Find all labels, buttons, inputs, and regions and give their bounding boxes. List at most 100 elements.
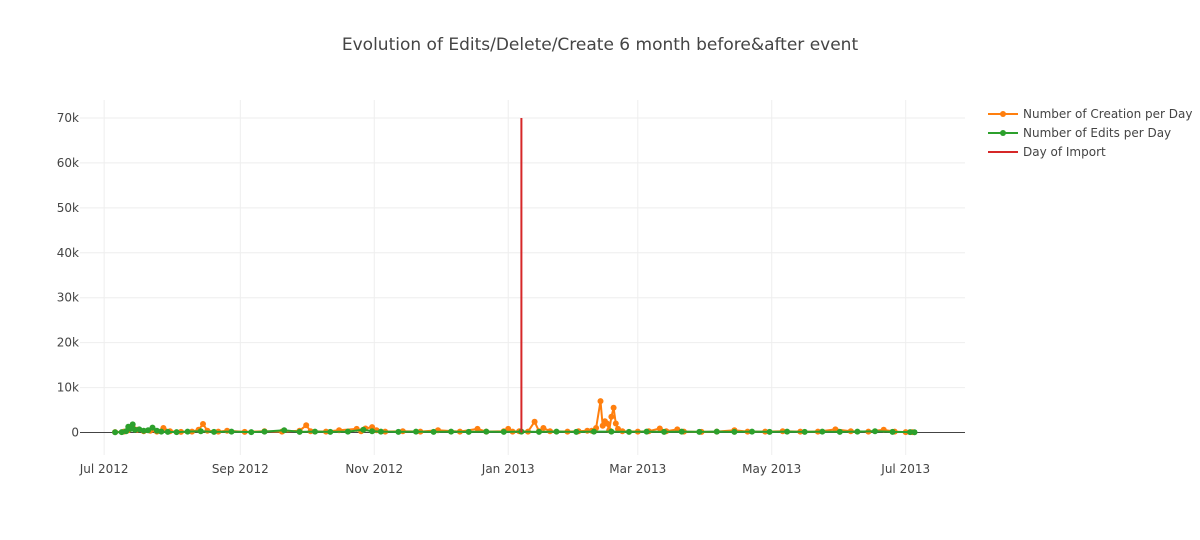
legend-swatch-marker [1000,130,1006,136]
data-point[interactable] [911,429,918,436]
data-point[interactable] [604,420,610,427]
data-point[interactable] [643,428,650,435]
data-point[interactable] [610,404,617,411]
data-point[interactable] [608,413,615,420]
data-point[interactable] [377,428,384,435]
data-point[interactable] [123,428,130,435]
data-point[interactable] [661,428,668,435]
data-point[interactable] [784,428,791,435]
series-1 [112,421,918,436]
y-axis: 0 10k 20k 30k 40k 50k 60k 70k [57,111,79,440]
series-line [115,400,913,434]
data-point[interactable] [369,424,376,431]
data-point[interactable] [281,427,288,434]
data-point[interactable] [483,428,490,435]
data-point[interactable] [360,426,367,433]
data-point[interactable] [149,424,156,431]
data-point[interactable] [656,425,663,432]
data-point[interactable] [872,428,878,435]
data-point[interactable] [197,428,204,435]
legend: Number of Creation per Day Number of Edit… [988,107,1192,159]
data-point[interactable] [448,428,455,435]
data-point[interactable] [553,428,560,435]
data-point[interactable] [112,429,119,436]
y-tick-label: 40k [57,246,79,260]
legend-item[interactable]: Number of Creation per Day [988,107,1192,121]
x-axis: Jul 2012 Sep 2012 Nov 2012 Jan 2013 Mar 2013… [79,462,930,476]
x-tick-label: Mar 2013 [609,462,666,476]
legend-swatch-marker [1000,111,1006,117]
data-point[interactable] [312,428,318,435]
data-point[interactable] [228,428,235,435]
data-point[interactable] [573,428,580,435]
data-point[interactable] [211,428,217,435]
data-point[interactable] [369,428,376,435]
data-point[interactable] [713,428,720,435]
legend-item[interactable]: Day of Import [988,145,1106,159]
data-point[interactable] [131,426,138,433]
grid-layer [80,100,965,455]
y-tick-label: 20k [57,336,79,350]
data-point[interactable] [261,428,268,435]
data-point[interactable] [626,428,632,435]
chart-title: Evolution of Edits/Delete/Create 6 month… [342,35,859,55]
y-tick-label: 60k [57,156,79,170]
data-point[interactable] [344,428,351,435]
x-tick-label: Sep 2012 [212,462,269,476]
y-tick-label: 70k [57,111,79,125]
data-point[interactable] [158,428,165,435]
data-point[interactable] [612,420,619,427]
y-tick-label: 10k [57,381,79,395]
legend-label: Day of Import [1023,145,1106,159]
data-point[interactable] [854,428,861,435]
data-point[interactable] [500,428,507,435]
data-point[interactable] [889,428,896,435]
data-point[interactable] [140,427,147,434]
legend-item[interactable]: Number of Edits per Day [988,126,1171,140]
data-point[interactable] [615,425,621,432]
data-point[interactable] [413,428,419,435]
data-point[interactable] [327,428,334,435]
data-point[interactable] [590,428,597,435]
data-point[interactable] [531,418,538,425]
data-point[interactable] [678,428,685,435]
x-tick-label: Jul 2013 [880,462,930,476]
y-tick-label: 0 [71,426,79,440]
data-point[interactable] [129,421,136,428]
plot-area [112,118,918,436]
data-point[interactable] [296,428,303,435]
data-point[interactable] [731,428,738,435]
data-point[interactable] [145,427,152,434]
data-point[interactable] [184,428,191,435]
data-point[interactable] [505,425,512,432]
data-point[interactable] [395,428,402,435]
series-line [115,423,915,434]
data-point[interactable] [430,428,437,435]
x-tick-label: May 2013 [742,462,801,476]
data-point[interactable] [200,421,206,427]
x-tick-label: Jan 2013 [481,462,535,476]
legend-label: Number of Creation per Day [1023,107,1192,121]
data-point[interactable] [819,428,826,435]
data-point[interactable] [749,428,755,435]
data-point[interactable] [597,398,604,405]
data-point[interactable] [696,428,703,435]
data-point[interactable] [164,428,171,435]
legend-label: Number of Edits per Day [1023,126,1171,140]
data-point[interactable] [540,425,547,431]
x-tick-label: Jul 2012 [79,462,129,476]
data-point[interactable] [474,425,481,432]
y-tick-label: 30k [57,291,79,305]
data-point[interactable] [801,428,808,435]
data-point[interactable] [248,429,255,436]
data-point[interactable] [173,429,180,436]
data-point[interactable] [536,428,542,435]
data-point[interactable] [465,428,472,435]
data-point[interactable] [907,429,914,436]
data-point[interactable] [766,428,773,435]
data-point[interactable] [303,422,310,429]
data-point[interactable] [836,428,843,435]
data-point[interactable] [608,428,615,435]
x-tick-label: Nov 2012 [345,462,403,476]
